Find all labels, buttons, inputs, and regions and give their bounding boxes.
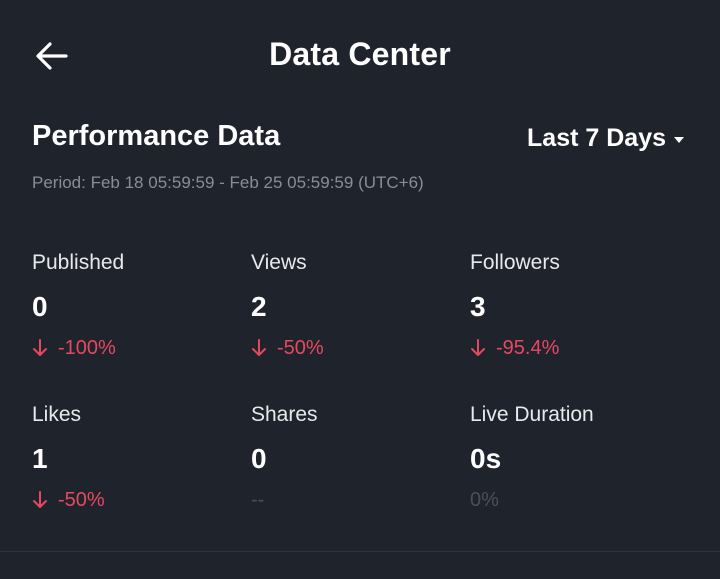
metric-change-value: -- [251,489,265,511]
metrics-grid: Published 0 -100% Views 2 -50% Followers… [32,248,692,552]
caret-down-icon [674,136,684,143]
arrow-left-icon [36,42,68,70]
metric-change: -- [251,486,470,514]
metric-value: 3 [470,291,486,322]
metric-published[interactable]: Published 0 -100% [32,248,251,400]
section-title: Performance Data [32,120,281,152]
metric-label: Shares [251,403,318,426]
date-range-dropdown[interactable]: Last 7 Days [527,124,684,153]
metric-live-duration[interactable]: Live Duration 0s 0% [470,400,689,552]
divider [0,551,720,552]
metric-change-value: -50% [277,337,324,359]
arrow-down-icon [471,339,485,356]
metric-label: Views [251,251,307,274]
metrics-row: Likes 1 -50% Shares 0 -- Live Duration 0… [32,400,692,552]
metric-label: Live Duration [470,403,594,426]
metric-label: Likes [32,403,82,426]
date-range-label: Last 7 Days [527,124,666,152]
metric-change: -50% [32,486,251,514]
back-button[interactable] [30,34,74,78]
metric-change: -50% [251,334,470,362]
metric-label: Followers [470,251,560,274]
metric-change: -100% [32,334,251,362]
arrow-down-icon [33,339,47,356]
metric-value: 0 [251,443,267,474]
metric-likes[interactable]: Likes 1 -50% [32,400,251,552]
metric-change-value: -100% [58,337,116,359]
metric-value: 0 [32,291,48,322]
metric-change-value: -50% [58,489,105,511]
arrow-down-icon [252,339,266,356]
metric-value: 1 [32,443,48,474]
metrics-row: Published 0 -100% Views 2 -50% Followers… [32,248,692,400]
metric-shares[interactable]: Shares 0 -- [251,400,470,552]
metric-change-value: 0% [470,489,499,511]
page-title: Data Center [269,36,451,72]
metric-views[interactable]: Views 2 -50% [251,248,470,400]
metric-label: Published [32,251,125,274]
period-text: Period: Feb 18 05:59:59 - Feb 25 05:59:5… [32,173,424,192]
metric-change: 0% [470,486,689,514]
metric-followers[interactable]: Followers 3 -95.4% [470,248,689,400]
arrow-down-icon [33,491,47,508]
metric-change: -95.4% [470,334,689,362]
metric-value: 0s [470,443,502,474]
metric-value: 2 [251,291,267,322]
metric-change-value: -95.4% [496,337,560,359]
header: Data Center [0,0,720,110]
